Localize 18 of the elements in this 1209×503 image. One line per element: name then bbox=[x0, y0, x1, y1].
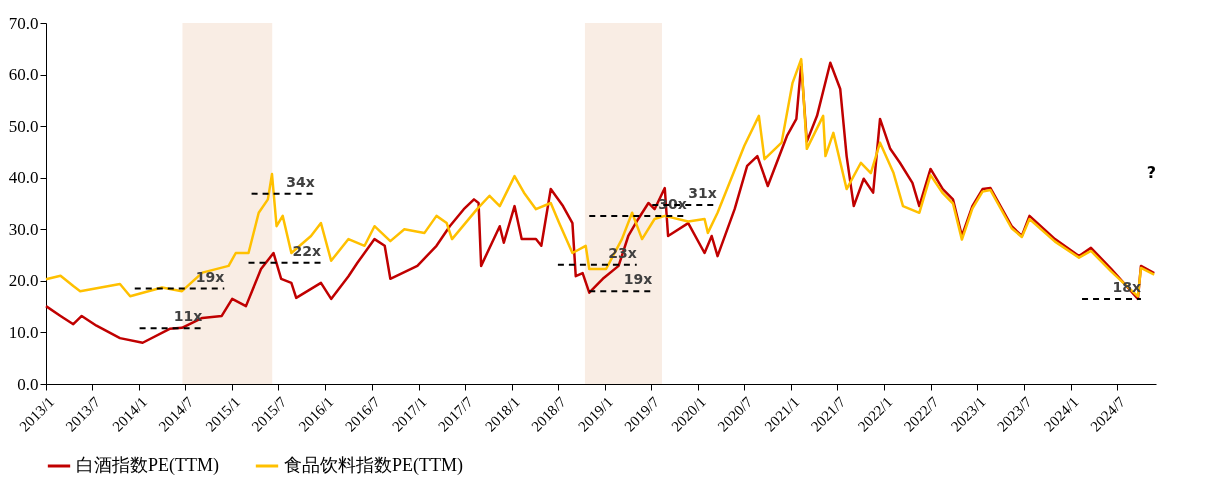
y-tick-label: 10.0 bbox=[8, 322, 39, 342]
series-label: 11x bbox=[173, 308, 203, 325]
y-tick-label: 50.0 bbox=[8, 116, 39, 136]
series-label: 34x bbox=[286, 173, 315, 190]
y-tick-label: 0.0 bbox=[17, 374, 39, 394]
legend-label: 白酒指数PE(TTM) bbox=[76, 455, 219, 476]
y-tick-label: 20.0 bbox=[8, 271, 39, 291]
series-label: 19x bbox=[195, 268, 225, 285]
legend-label: 食品饮料指数PE(TTM) bbox=[284, 455, 463, 476]
series-label: 19x bbox=[623, 271, 653, 288]
line-series bbox=[44, 57, 1156, 298]
series-label: 31x bbox=[688, 185, 717, 202]
y-tick-label: 30.0 bbox=[8, 219, 39, 239]
y-tick-label: 40.0 bbox=[8, 168, 39, 188]
series-label: 22x bbox=[292, 242, 321, 259]
y-tick-label: 70.0 bbox=[8, 13, 39, 33]
annotation: ? bbox=[1146, 163, 1156, 182]
y-tick-label: 60.0 bbox=[8, 65, 39, 85]
